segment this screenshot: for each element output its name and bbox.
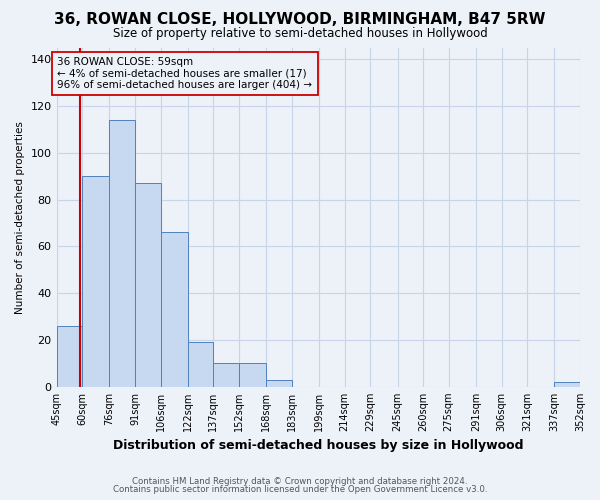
- Bar: [266, 380, 292, 387]
- Text: Contains HM Land Registry data © Crown copyright and database right 2024.: Contains HM Land Registry data © Crown c…: [132, 477, 468, 486]
- Y-axis label: Number of semi-detached properties: Number of semi-detached properties: [15, 120, 25, 314]
- Bar: [82, 176, 109, 387]
- X-axis label: Distribution of semi-detached houses by size in Hollywood: Distribution of semi-detached houses by …: [113, 440, 524, 452]
- Text: Contains public sector information licensed under the Open Government Licence v3: Contains public sector information licen…: [113, 485, 487, 494]
- Bar: [109, 120, 135, 387]
- Bar: [214, 364, 239, 387]
- Bar: [554, 382, 580, 387]
- Text: 36 ROWAN CLOSE: 59sqm
← 4% of semi-detached houses are smaller (17)
96% of semi-: 36 ROWAN CLOSE: 59sqm ← 4% of semi-detac…: [58, 57, 313, 90]
- Bar: [188, 342, 214, 387]
- Bar: [135, 183, 161, 387]
- Text: 36, ROWAN CLOSE, HOLLYWOOD, BIRMINGHAM, B47 5RW: 36, ROWAN CLOSE, HOLLYWOOD, BIRMINGHAM, …: [54, 12, 546, 28]
- Bar: [161, 232, 188, 387]
- Bar: [56, 326, 82, 387]
- Text: Size of property relative to semi-detached houses in Hollywood: Size of property relative to semi-detach…: [113, 28, 487, 40]
- Bar: [239, 364, 266, 387]
